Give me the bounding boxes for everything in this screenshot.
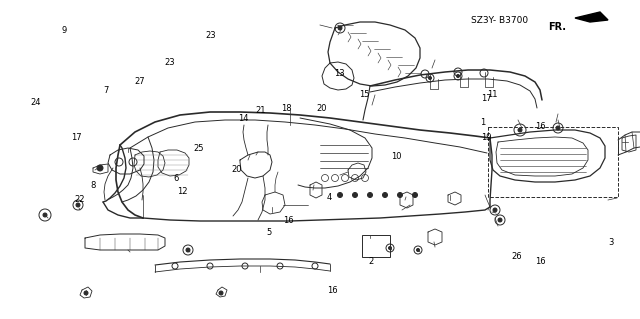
Text: 2: 2 bbox=[369, 257, 374, 266]
Circle shape bbox=[413, 192, 417, 197]
Text: 4: 4 bbox=[327, 193, 332, 202]
Circle shape bbox=[97, 165, 103, 171]
Text: 17: 17 bbox=[72, 133, 82, 142]
Text: 9: 9 bbox=[61, 26, 67, 35]
Circle shape bbox=[43, 213, 47, 217]
Text: 6: 6 bbox=[173, 174, 179, 183]
Text: 17: 17 bbox=[481, 94, 492, 103]
Bar bbox=[488, 127, 618, 197]
Circle shape bbox=[498, 218, 502, 222]
Circle shape bbox=[337, 192, 342, 197]
Text: 19: 19 bbox=[481, 133, 492, 142]
Text: 8: 8 bbox=[90, 181, 95, 189]
Text: 26: 26 bbox=[512, 252, 522, 261]
Circle shape bbox=[429, 77, 431, 79]
Circle shape bbox=[84, 291, 88, 295]
Text: 15: 15 bbox=[360, 90, 370, 99]
Text: 14: 14 bbox=[238, 114, 248, 122]
Circle shape bbox=[417, 249, 419, 251]
Circle shape bbox=[186, 248, 190, 252]
Circle shape bbox=[383, 192, 387, 197]
Text: 22: 22 bbox=[75, 195, 85, 204]
Circle shape bbox=[219, 291, 223, 295]
Text: 16: 16 bbox=[536, 257, 546, 266]
Text: 13: 13 bbox=[334, 69, 344, 78]
Text: 27: 27 bbox=[134, 77, 145, 86]
Circle shape bbox=[556, 126, 560, 130]
Circle shape bbox=[367, 192, 372, 197]
Text: 24: 24 bbox=[30, 98, 40, 107]
Text: 18: 18 bbox=[282, 104, 292, 113]
Text: 11: 11 bbox=[488, 90, 498, 99]
Text: 1: 1 bbox=[481, 118, 486, 127]
Text: 3: 3 bbox=[609, 238, 614, 247]
Circle shape bbox=[76, 203, 80, 207]
Circle shape bbox=[353, 192, 358, 197]
Bar bbox=[362, 235, 390, 257]
Text: 7: 7 bbox=[103, 86, 108, 95]
Text: 20: 20 bbox=[317, 104, 327, 113]
Circle shape bbox=[388, 247, 392, 249]
Circle shape bbox=[456, 75, 460, 78]
Text: SZ3Y- B3700: SZ3Y- B3700 bbox=[470, 16, 528, 25]
Text: 21: 21 bbox=[256, 106, 266, 115]
Circle shape bbox=[518, 128, 522, 132]
Text: 16: 16 bbox=[283, 216, 293, 225]
Text: 20: 20 bbox=[232, 165, 242, 174]
Text: 25: 25 bbox=[193, 144, 204, 153]
Text: 16: 16 bbox=[328, 286, 338, 295]
Circle shape bbox=[338, 26, 342, 30]
Text: 16: 16 bbox=[536, 122, 546, 130]
Text: 23: 23 bbox=[164, 58, 175, 67]
Text: 5: 5 bbox=[266, 228, 271, 237]
Text: 12: 12 bbox=[177, 187, 188, 196]
Circle shape bbox=[397, 192, 403, 197]
Text: FR.: FR. bbox=[548, 22, 566, 32]
Text: 10: 10 bbox=[392, 152, 402, 161]
Text: 23: 23 bbox=[206, 31, 216, 40]
Polygon shape bbox=[575, 12, 608, 22]
Circle shape bbox=[493, 208, 497, 212]
